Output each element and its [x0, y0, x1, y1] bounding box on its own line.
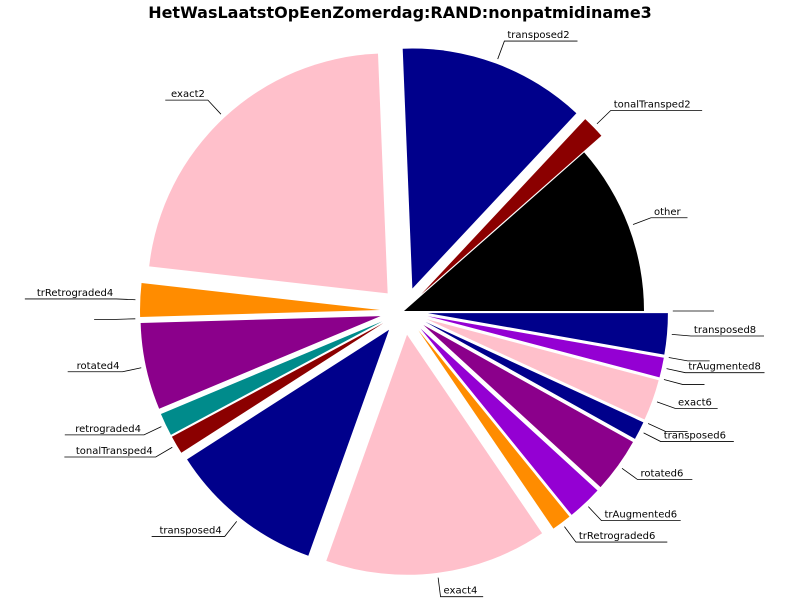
slice-label-retrograded4: retrograded4 [75, 424, 141, 435]
leader-line-15 [647, 423, 688, 432]
pie-slice-rotated4 [140, 316, 381, 409]
pie-slice-trRetrograded4 [140, 282, 381, 317]
pie-slice-exact6 [426, 319, 659, 420]
leader-line-transposed4 [151, 521, 238, 537]
slice-label-transposed2: transposed2 [507, 30, 569, 41]
slice-label-exact4: exact4 [444, 586, 478, 597]
slice-label-trAugmented6: trAugmented6 [604, 510, 677, 521]
leader-line-exact6 [656, 401, 718, 409]
slice-label-transposed4: transposed4 [159, 525, 221, 536]
pie-slice-tonalTransped2 [421, 119, 602, 295]
leader-line-tonalTransped4 [64, 446, 173, 458]
leader-line-17 [663, 379, 705, 385]
slice-label-tonalTransped2: tonalTransped2 [614, 99, 691, 110]
pie-slice-transposed2 [402, 48, 577, 289]
pie-slices [140, 48, 668, 575]
leader-line-retrograded4 [64, 426, 162, 436]
leader-line-exact2 [165, 99, 222, 115]
pie-slice-trRetrograded6 [418, 330, 570, 529]
leader-line-trAugmented8 [666, 368, 765, 374]
leader-line-trRetrograded6 [564, 526, 668, 543]
slice-label-trAugmented8: trAugmented8 [688, 362, 761, 373]
leader-line-rotated6 [621, 467, 693, 480]
leader-line-exact4 [437, 577, 484, 598]
pie-slice-transposed4 [187, 329, 390, 556]
pie-slice-transposed8 [427, 313, 668, 355]
slice-label-exact6: exact6 [678, 397, 712, 408]
pie-slice-exact4 [326, 334, 543, 575]
leader-line-trAugmented6 [588, 506, 681, 522]
slice-label-rotated6: rotated6 [641, 469, 684, 480]
chart-title: HetWasLaatstOpEenZomerdag:RAND:nonpatmid… [148, 3, 652, 22]
pie-slice-trAugmented6 [420, 328, 598, 515]
pie-slice-retrograded4 [160, 321, 383, 435]
slice-label-trRetrograded4: trRetrograded4 [37, 288, 113, 299]
pie-slice-trAugmented8 [427, 316, 664, 378]
pie-slice-exact2 [149, 53, 388, 294]
slice-label-transposed6: transposed6 [664, 431, 726, 442]
slice-label-rotated4: rotated4 [77, 361, 120, 372]
leader-line-transposed8 [671, 333, 765, 337]
leader-line-transposed2 [497, 40, 578, 60]
leader-line-tonalTransped2 [596, 110, 703, 125]
slice-label-tonalTransped4: tonalTransped4 [76, 446, 153, 457]
pie-slice-other [404, 152, 644, 311]
slice-label-trRetrograded6: trRetrograded6 [579, 531, 655, 542]
pie-slice-transposed6 [425, 321, 644, 439]
slice-label-exact2: exact2 [171, 89, 205, 100]
leader-line-other [632, 217, 688, 225]
leader-line-transposed6 [643, 432, 734, 442]
slice-label-other: other [654, 207, 682, 218]
pie-slice-tonalTransped4 [171, 323, 384, 453]
slice-label-transposed8: transposed8 [694, 325, 756, 336]
leader-line-19 [668, 357, 710, 362]
slice-labels: other tonalTransped2 transposed2 exact2 trRe… [24, 30, 765, 598]
leader-line-rotated4 [67, 367, 142, 373]
pie-slice-rotated6 [423, 325, 634, 488]
leader-line-trRetrograded4 [24, 298, 136, 301]
leader-line-5 [94, 318, 136, 320]
